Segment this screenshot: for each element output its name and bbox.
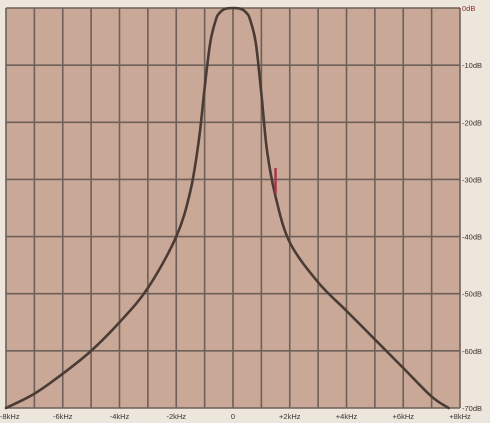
y-tick-label: -50dB <box>462 290 482 299</box>
vertical-grid-lines <box>5 8 461 408</box>
x-tick-label: -2kHz <box>166 412 186 421</box>
x-tick-label: +2kHz <box>279 412 301 421</box>
y-tick-label: -70dB <box>462 404 482 413</box>
x-tick-label: 0 <box>231 412 235 421</box>
y-tick-label: -40dB <box>462 233 482 242</box>
y-tick-label: -60dB <box>462 347 482 356</box>
y-tick-label: -10dB <box>462 61 482 70</box>
x-tick-label: -4kHz <box>110 412 130 421</box>
horizontal-grid-lines <box>6 7 460 409</box>
x-tick-label: +6kHz <box>393 412 415 421</box>
x-tick-label: +4kHz <box>336 412 358 421</box>
y-tick-label: -20dB <box>462 118 482 127</box>
x-tick-label: -8kHz <box>0 412 20 421</box>
x-tick-label: -6kHz <box>53 412 73 421</box>
x-tick-labels: -8kHz -6kHz -4kHz -2kHz 0 +2kHz +4kHz +6kHz +8kH… <box>0 412 471 421</box>
y-tick-label: 0dB <box>462 4 475 13</box>
response-curve <box>4 6 450 410</box>
x-tick-label: +8kHz <box>449 412 471 421</box>
y-tick-labels: 0dB -10dB -20dB -30dB -40dB -50dB -60dB -70dB <box>462 4 482 413</box>
y-tick-label: -30dB <box>462 175 482 184</box>
